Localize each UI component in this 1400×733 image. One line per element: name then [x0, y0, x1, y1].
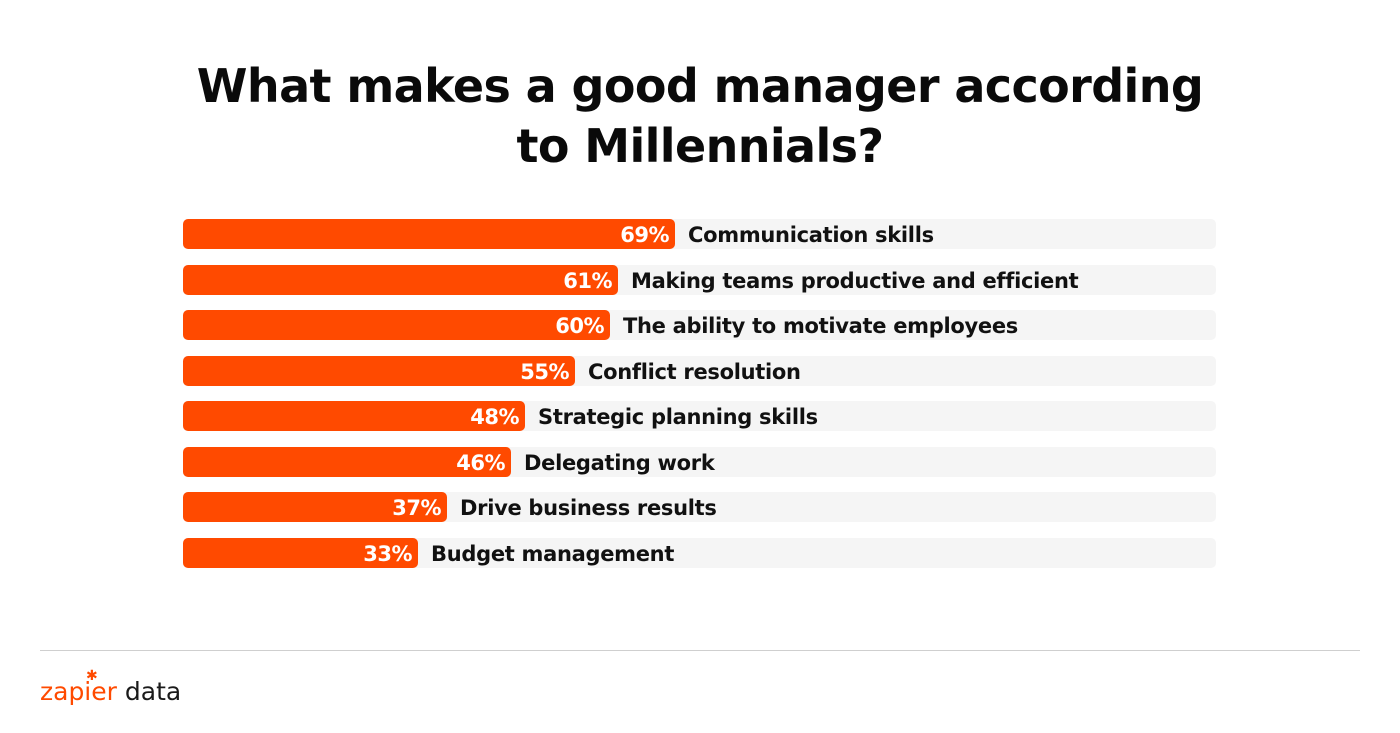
bar-row: 55% Conflict resolution	[183, 356, 1216, 386]
bar	[183, 492, 447, 522]
bar-value-label: 48%	[470, 405, 519, 429]
bar-category-label: Delegating work	[524, 451, 715, 475]
zapier-data-logo: zapier ✱ data	[40, 668, 182, 712]
bar-value-label: 37%	[392, 496, 441, 520]
bar-row: 61% Making teams productive and efficient	[183, 265, 1216, 295]
chart-title-line-2: to Millennials?	[516, 119, 884, 173]
bar-category-label: Communication skills	[688, 223, 934, 247]
bar-value-label: 60%	[555, 314, 604, 338]
brand-suffix: data	[124, 677, 182, 706]
bar-value-label: 55%	[520, 360, 569, 384]
bar-category-label: Conflict resolution	[588, 360, 801, 384]
chart-title: What makes a good manager according to M…	[0, 56, 1400, 176]
bar-row: 37% Drive business results	[183, 492, 1216, 522]
bar-value-label: 69%	[620, 223, 669, 247]
bar	[183, 538, 418, 568]
bar-category-label: Drive business results	[460, 496, 717, 520]
brand-name: zapier ✱	[40, 668, 117, 706]
bar	[183, 265, 618, 295]
bar-value-label: 61%	[563, 269, 612, 293]
bar-chart: 69% Communication skills 61% Making teams p…	[183, 219, 1216, 569]
bar-category-label: The ability to motivate employees	[623, 314, 1018, 338]
bar-value-label: 33%	[363, 542, 412, 566]
chart-title-line-1: What makes a good manager according	[196, 59, 1204, 113]
bar-row: 69% Communication skills	[183, 219, 1216, 249]
bar-category-label: Budget management	[431, 542, 675, 566]
bar-category-label: Making teams productive and efficient	[631, 269, 1079, 293]
bar	[183, 310, 610, 340]
bar	[183, 356, 575, 386]
asterisk-icon: ✱	[86, 668, 98, 684]
bar	[183, 219, 675, 249]
bar-category-label: Strategic planning skills	[538, 405, 818, 429]
bar-row: 46% Delegating work	[183, 447, 1216, 477]
bar-row: 33% Budget management	[183, 538, 1216, 568]
bar-row: 48% Strategic planning skills	[183, 401, 1216, 431]
bar	[183, 401, 525, 431]
footer-divider	[40, 650, 1360, 651]
bar-value-label: 46%	[456, 451, 505, 475]
bar-row: 60% The ability to motivate employees	[183, 310, 1216, 340]
bar	[183, 447, 511, 477]
